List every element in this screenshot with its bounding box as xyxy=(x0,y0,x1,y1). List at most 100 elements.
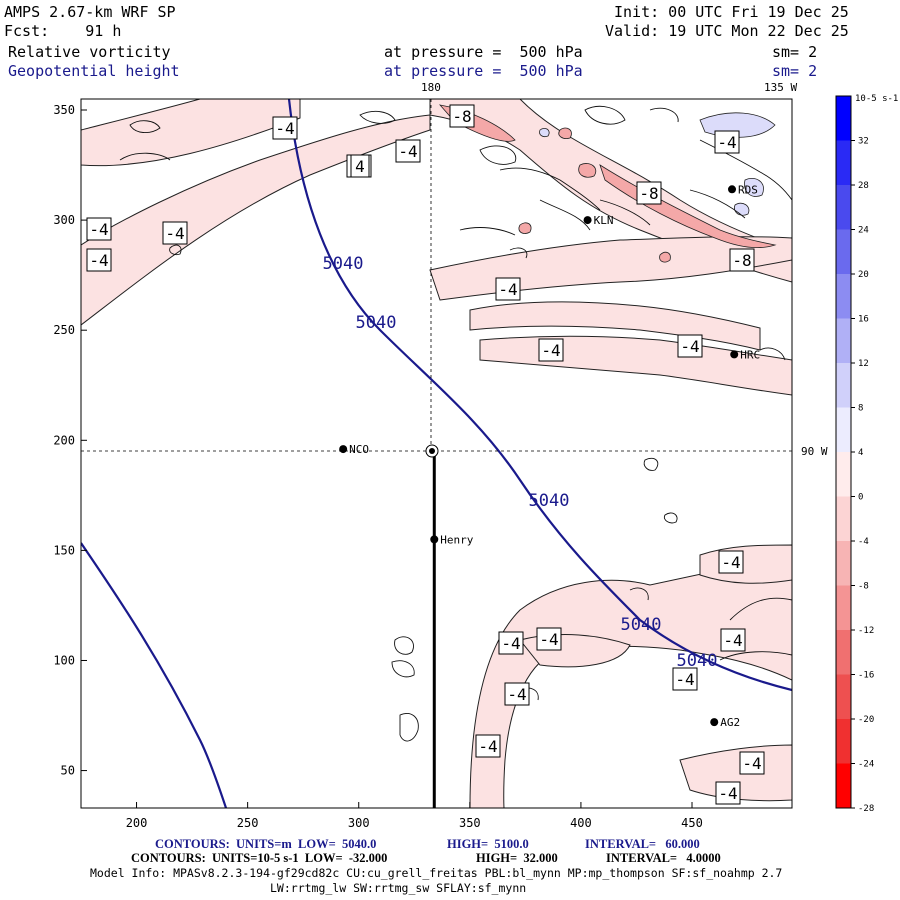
vorticity-label-box xyxy=(272,116,298,140)
init-time: Init: 00 UTC Fri 19 Dec 25 xyxy=(614,3,849,21)
height-contour-label: 5040 xyxy=(621,615,662,635)
vorticity-contour-label: 4 xyxy=(355,157,365,176)
colorbar-tick-label: 4 xyxy=(858,448,863,458)
vorticity-contour-label: -4 xyxy=(478,737,497,756)
vorticity-label-box xyxy=(395,139,421,163)
vorticity-contour-label: -4 xyxy=(275,119,294,138)
vorticity-contour-label: -4 xyxy=(398,142,417,161)
height-contour-label: 5040 xyxy=(677,651,718,671)
vorticity-contour-label: -4 xyxy=(498,280,517,299)
vorticity-label-box xyxy=(475,734,501,758)
colorbar-segment xyxy=(836,318,851,364)
field1-pressure: at pressure = 500 hPa xyxy=(384,43,583,61)
y-tick-label: 50 xyxy=(61,764,75,778)
field1-sm: sm= 2 xyxy=(772,43,818,61)
vorticity-contour-label: -4 xyxy=(539,630,558,649)
lon-180-label: 180 xyxy=(421,81,441,94)
vorticity-label-box xyxy=(449,104,475,128)
station-marker xyxy=(710,718,719,727)
vorticity-contour-label: -4 xyxy=(742,754,761,773)
vorticity-label-box xyxy=(538,338,564,362)
station-label: HRC xyxy=(740,348,760,361)
colorbar-unit-label: 10-5 s-1 xyxy=(855,94,898,104)
footer-model-info-2: LW:rrtmg_lw SW:rrtmg_sw SFLAY:sf_mynn xyxy=(270,881,527,895)
colorbar-segment xyxy=(836,452,851,497)
colorbar-tick-label: 24 xyxy=(858,226,869,236)
height-contour-label: 5040 xyxy=(529,491,570,511)
vorticity-contour-label: -4 xyxy=(717,133,736,152)
colorbar-tick-label: -12 xyxy=(858,626,874,636)
plot-frame xyxy=(80,98,793,809)
colorbar-segment xyxy=(836,185,851,230)
station-marker xyxy=(339,445,348,454)
colorbar-segment xyxy=(836,140,851,186)
vorticity-label-box xyxy=(718,550,744,574)
colorbar-segment xyxy=(836,630,851,675)
colorbar-tick-label: -8 xyxy=(858,582,869,592)
y-tick-label: 250 xyxy=(53,323,75,337)
vorticity-contour-label: -4 xyxy=(723,631,742,650)
height-contour-label: 5040 xyxy=(356,313,397,333)
vorticity-label-box xyxy=(714,130,740,154)
x-axis-ticks: 200 250 300 350 400 450 xyxy=(126,802,703,830)
vorticity-label-box xyxy=(86,248,112,272)
colorbar-tick-label: 28 xyxy=(858,181,869,191)
vorticity-contour-label: -8 xyxy=(452,107,471,126)
colorbar-tick-label: 12 xyxy=(858,359,869,369)
footer-height-high: HIGH= 5100.0 xyxy=(447,837,529,851)
x-tick-label: 300 xyxy=(348,816,370,830)
height-contour-labels: 5040 5040 5040 5040 5040 xyxy=(323,254,718,671)
station-marker xyxy=(430,535,439,544)
colorbar-segment xyxy=(836,363,851,408)
vorticity-label-box xyxy=(677,334,703,358)
field2-name: Geopotential height xyxy=(8,62,180,80)
vorticity-label-box xyxy=(162,221,188,245)
field2-pressure: at pressure = 500 hPa xyxy=(384,62,583,80)
station-marker xyxy=(728,185,737,194)
vorticity-contour-label: -4 xyxy=(680,337,699,356)
colorbar-segment xyxy=(836,274,851,319)
y-tick-label: 350 xyxy=(53,103,75,117)
colorbar-tick-label: -4 xyxy=(858,537,869,547)
vorticity-label-box xyxy=(672,667,698,691)
x-tick-label: 350 xyxy=(459,816,481,830)
vorticity-contour-label: -4 xyxy=(89,251,108,270)
vorticity-contour-label: -4 xyxy=(507,685,526,704)
vorticity-label-box xyxy=(536,627,562,651)
station-marker xyxy=(583,216,592,225)
vorticity-contour-label: -4 xyxy=(501,634,520,653)
field2-sm: sm= 2 xyxy=(772,62,818,80)
colorbar-segment xyxy=(836,719,851,764)
footer-model-info: Model Info: MPASv8.2.3-194-gf29cd82c CU:… xyxy=(90,866,783,880)
model-title: AMPS 2.67-km WRF SP xyxy=(4,3,176,21)
colorbar-segment xyxy=(836,763,851,809)
vorticity-contour-labels: -4 -4 -4 -4 -4 -4 -4 -8 -8 -8 -4 -4 -4 -4 -4 -4 -4 -4 -4 -4… xyxy=(86,104,765,805)
colorbar-tick-label: 16 xyxy=(858,315,869,325)
vorticity-label-box xyxy=(720,628,746,652)
vorticity-contour-label: -4 xyxy=(541,341,560,360)
vorticity-label-box xyxy=(715,781,741,805)
lon-90w-label: 90 W xyxy=(801,445,828,458)
x-tick-label: 250 xyxy=(237,816,259,830)
x-tick-label: 200 xyxy=(126,816,148,830)
station-label: AG2 xyxy=(720,716,740,729)
y-tick-label: 100 xyxy=(53,653,75,667)
station-markers: NCO Henry HRC AG2 RDS KLN xyxy=(339,183,760,729)
y-tick-label: 200 xyxy=(53,433,75,447)
station-label: RDS xyxy=(738,183,758,196)
vorticity-contour-label: -4 xyxy=(675,670,694,689)
y-tick-label: 150 xyxy=(53,543,75,557)
vorticity-label-box xyxy=(86,217,112,241)
vorticity-contour-label: -8 xyxy=(732,251,751,270)
footer-height-interval: INTERVAL= 60.000 xyxy=(585,837,700,851)
colorbar-tick-label: -28 xyxy=(858,804,874,814)
vorticity-label-box xyxy=(739,751,765,775)
vorticity-label-box xyxy=(498,631,524,655)
vorticity-contour-label: -4 xyxy=(721,553,740,572)
colorbar-tick-label: 0 xyxy=(858,493,863,503)
colorbar: 32 28 24 20 16 12 8 4 0 -4 -8 -12 -16 -20 -24 -28 xyxy=(835,95,874,814)
footer-vort-contours: CONTOURS: UNITS=10-5 s-1 LOW= -32.000 xyxy=(131,851,388,865)
y-axis-ticks: 50 100 150 200 250 300 350 xyxy=(53,103,87,778)
